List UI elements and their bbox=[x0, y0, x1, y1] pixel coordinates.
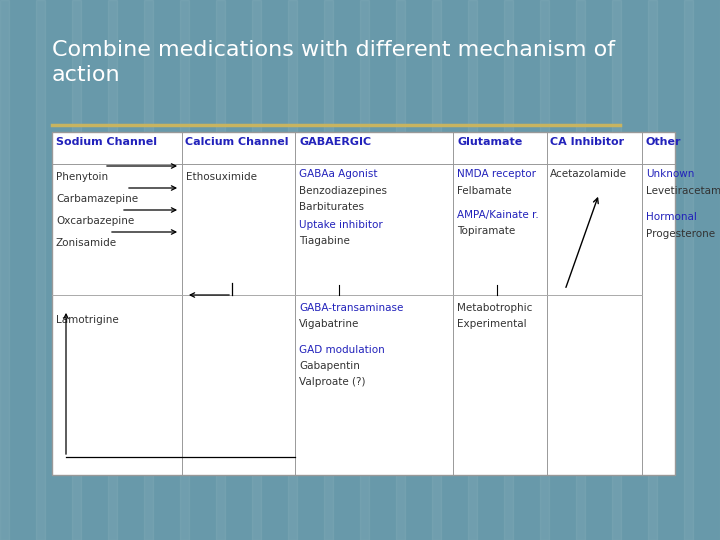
Bar bbox=[0, 0, 9, 540]
Text: GABAERGIC: GABAERGIC bbox=[299, 137, 371, 147]
Text: Carbamazepine: Carbamazepine bbox=[56, 194, 138, 204]
Bar bbox=[18, 0, 27, 540]
Text: Other: Other bbox=[646, 137, 682, 147]
Text: Zonisamide: Zonisamide bbox=[56, 238, 117, 248]
Bar bbox=[522, 0, 531, 540]
Text: Vigabatrine: Vigabatrine bbox=[299, 319, 359, 329]
Bar bbox=[360, 0, 369, 540]
Text: Hormonal: Hormonal bbox=[646, 212, 697, 222]
Bar bbox=[504, 0, 513, 540]
Text: Progesterone: Progesterone bbox=[646, 229, 715, 239]
Text: GABA-transaminase: GABA-transaminase bbox=[299, 303, 403, 313]
Text: AMPA/Kainate r.: AMPA/Kainate r. bbox=[457, 210, 539, 220]
Bar bbox=[576, 0, 585, 540]
Bar bbox=[684, 0, 693, 540]
Bar bbox=[306, 0, 315, 540]
Bar bbox=[414, 0, 423, 540]
Text: Oxcarbazepine: Oxcarbazepine bbox=[56, 216, 134, 226]
Text: Topiramate: Topiramate bbox=[457, 226, 516, 236]
Bar bbox=[540, 0, 549, 540]
Bar bbox=[144, 0, 153, 540]
Bar bbox=[234, 0, 243, 540]
Bar bbox=[630, 0, 639, 540]
Bar bbox=[252, 0, 261, 540]
Text: Unknown: Unknown bbox=[646, 169, 694, 179]
Text: NMDA receptor: NMDA receptor bbox=[457, 169, 536, 179]
Bar bbox=[468, 0, 477, 540]
Bar bbox=[702, 0, 711, 540]
Bar bbox=[612, 0, 621, 540]
Text: Benzodiazepines: Benzodiazepines bbox=[299, 186, 387, 196]
Bar bbox=[378, 0, 387, 540]
Bar bbox=[108, 0, 117, 540]
Bar bbox=[396, 0, 405, 540]
Text: Calcium Channel: Calcium Channel bbox=[185, 137, 289, 147]
Bar bbox=[180, 0, 189, 540]
Text: Glutamate: Glutamate bbox=[457, 137, 522, 147]
Bar bbox=[162, 0, 171, 540]
Bar bbox=[36, 0, 45, 540]
Bar bbox=[288, 0, 297, 540]
Text: Metabotrophic: Metabotrophic bbox=[457, 303, 532, 313]
Text: Experimental: Experimental bbox=[457, 319, 526, 329]
Text: Lamotrigine: Lamotrigine bbox=[56, 315, 119, 325]
Text: Barbiturates: Barbiturates bbox=[299, 202, 364, 212]
Text: Combine medications with different mechanism of
action: Combine medications with different mecha… bbox=[52, 40, 615, 85]
Bar bbox=[52, 132, 675, 475]
Text: GAD modulation: GAD modulation bbox=[299, 345, 384, 355]
Bar bbox=[486, 0, 495, 540]
Text: CA Inhibitor: CA Inhibitor bbox=[550, 137, 624, 147]
Bar bbox=[666, 0, 675, 540]
Bar bbox=[270, 0, 279, 540]
Text: Gabapentin: Gabapentin bbox=[299, 361, 360, 371]
Text: Phenytoin: Phenytoin bbox=[56, 172, 108, 182]
Text: Sodium Channel: Sodium Channel bbox=[56, 137, 157, 147]
Bar bbox=[432, 0, 441, 540]
Bar bbox=[54, 0, 63, 540]
Text: Ethosuximide: Ethosuximide bbox=[186, 172, 257, 182]
Bar bbox=[90, 0, 99, 540]
Bar bbox=[198, 0, 207, 540]
Text: Felbamate: Felbamate bbox=[457, 186, 512, 196]
Text: Valproate (?): Valproate (?) bbox=[299, 377, 366, 387]
Bar bbox=[648, 0, 657, 540]
Bar bbox=[594, 0, 603, 540]
Text: Levetiracetam: Levetiracetam bbox=[646, 186, 720, 196]
Bar bbox=[72, 0, 81, 540]
Text: Tiagabine: Tiagabine bbox=[299, 236, 350, 246]
Bar bbox=[324, 0, 333, 540]
Bar bbox=[126, 0, 135, 540]
Bar bbox=[450, 0, 459, 540]
Text: Acetazolamide: Acetazolamide bbox=[550, 169, 627, 179]
Bar bbox=[216, 0, 225, 540]
Bar bbox=[342, 0, 351, 540]
Text: Uptake inhibitor: Uptake inhibitor bbox=[299, 220, 383, 230]
Text: GABAa Agonist: GABAa Agonist bbox=[299, 169, 377, 179]
Bar bbox=[558, 0, 567, 540]
